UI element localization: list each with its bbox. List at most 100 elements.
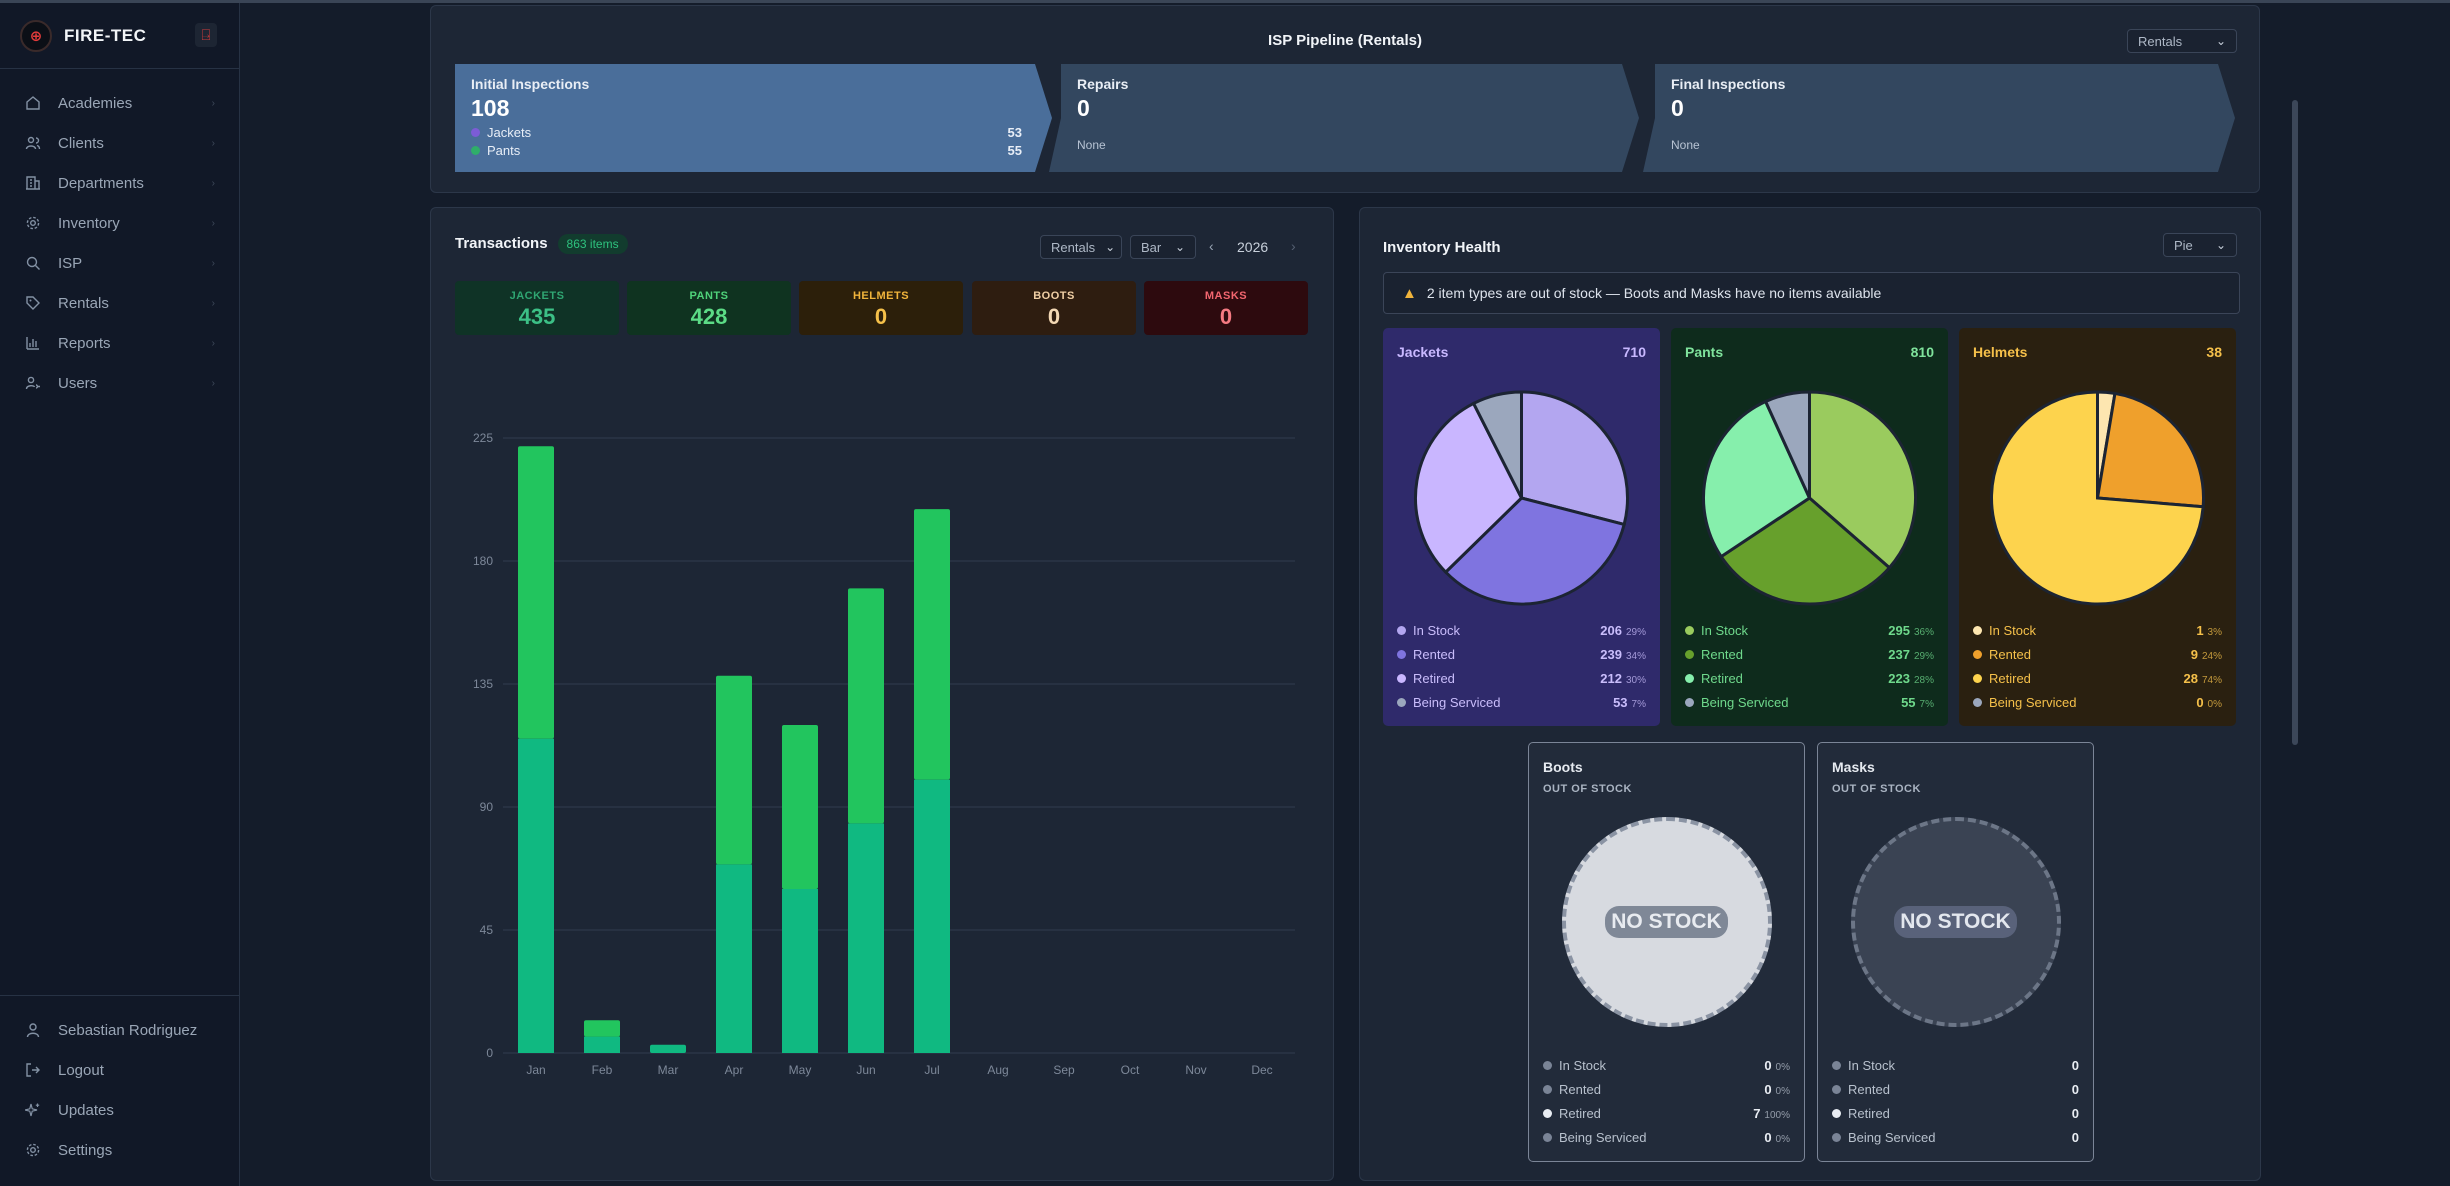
chart-type-select[interactable]: Bar ⌄	[1130, 235, 1196, 259]
bar-segment[interactable]	[584, 1020, 620, 1037]
stage-label: Repairs	[1077, 76, 1129, 92]
stat-label: HELMETS	[852, 290, 910, 302]
sidebar: ⊕ FIRE-TEC ⍈ Academies › Clients › Departmen…	[0, 3, 240, 1186]
legend-label-wrap: Rented	[1832, 1082, 1890, 1097]
card-title: Helmets	[1973, 344, 2028, 360]
bar-segment[interactable]	[650, 1044, 686, 1053]
tag-icon	[24, 294, 42, 312]
sidebar-footer-settings[interactable]: Settings	[0, 1130, 239, 1170]
legend-label-wrap: Rented	[1685, 647, 1743, 662]
legend-row: Being Serviced 0 0%	[1973, 690, 2222, 714]
sidebar-item-isp[interactable]: ISP ›	[0, 243, 239, 283]
card-legend: In Stock 0 0% Rented 0 0% Retired 7 100% Being Se…	[1543, 1053, 1790, 1149]
bar-segment[interactable]	[914, 779, 950, 1053]
transactions-panel: Transactions 863 items Rentals ⌄ Bar ⌄ ‹ 20…	[430, 207, 1334, 1181]
legend-row: In Stock 0 0%	[1543, 1053, 1790, 1077]
stage-content: Final Inspections 0 None	[1671, 76, 2205, 152]
next-year-button[interactable]: ›	[1291, 238, 1296, 254]
sidebar-item-label: Users	[58, 374, 98, 392]
pie-slice-rented[interactable]	[2095, 391, 2205, 509]
sidebar-footer-logout[interactable]: Logout	[0, 1050, 239, 1090]
legend-label-wrap: In Stock	[1397, 623, 1460, 638]
legend-value-wrap: 0 0%	[1764, 1082, 1790, 1097]
stage-arrow-shape	[1049, 64, 1639, 172]
sidebar-item-inventory[interactable]: Inventory ›	[0, 203, 239, 243]
stat-helmets: HELMETS 0	[799, 281, 963, 335]
pie-slice-in-stock[interactable]	[1808, 390, 1917, 570]
legend-value-wrap: 237 29%	[1888, 647, 1934, 662]
stage-repairs[interactable]: Repairs 0 None	[1049, 64, 1639, 172]
stage-final-inspections[interactable]: Final Inspections 0 None	[1643, 64, 2235, 172]
no-stock-label: NO STOCK	[1894, 906, 2017, 938]
bar-segment[interactable]	[518, 738, 554, 1053]
inventory-card-boots[interactable]: Boots OUT OF STOCK NO STOCK In Stock 0 0% Rent…	[1528, 742, 1805, 1162]
sidebar-item-rentals[interactable]: Rentals ›	[0, 283, 239, 323]
sidebar-footer-sebastian-rodriguez[interactable]: Sebastian Rodriguez	[0, 1010, 239, 1050]
y-tick-label: 45	[480, 923, 494, 937]
stage-row-jackets: Jackets 53	[471, 125, 1022, 140]
legend-label-wrap: In Stock	[1973, 623, 2036, 638]
legend-pct: 7%	[1919, 698, 1934, 710]
pie-slice-rented[interactable]	[1443, 496, 1626, 606]
bar-segment[interactable]	[914, 509, 950, 780]
legend-label: Being Serviced	[1989, 694, 2077, 710]
legend-label-wrap: Being Serviced	[1397, 695, 1500, 710]
sidebar-item-clients[interactable]: Clients ›	[0, 123, 239, 163]
inventory-card-helmets[interactable]: Helmets 38 In Stock 1 3% Rented 9 24% Retired 28 7…	[1959, 328, 2236, 726]
bar-segment[interactable]	[782, 889, 818, 1053]
legend-value: 55	[1901, 694, 1916, 710]
bar-segment[interactable]	[716, 864, 752, 1053]
bar-segment[interactable]	[584, 1036, 620, 1053]
legend-dot	[1397, 697, 1406, 707]
pie-slice-rented[interactable]	[1719, 496, 1892, 606]
inventory-card-jackets[interactable]: Jackets 710 In Stock 206 29% Rented 239 34% Reti…	[1383, 328, 1660, 726]
card-legend: In Stock 206 29% Rented 239 34% Retired 212 30% B…	[1397, 618, 1646, 714]
legend-dot	[1543, 1060, 1552, 1070]
pie-slice-being-serviced[interactable]	[1763, 390, 1811, 499]
transactions-filter-select[interactable]: Rentals ⌄	[1040, 235, 1122, 259]
chevron-down-icon: ⌄	[2215, 34, 2226, 48]
sidebar-item-users[interactable]: Users ›	[0, 363, 239, 403]
legend-label-wrap: Rented	[1397, 647, 1455, 662]
legend-value-wrap: 7 100%	[1753, 1106, 1790, 1121]
bar-chart-icon	[24, 334, 42, 352]
stat-label: MASKS	[1204, 290, 1248, 302]
legend-row: In Stock 1 3%	[1973, 618, 2222, 642]
alert-text: 2 item types are out of stock — Boots an…	[1426, 285, 1882, 301]
legend-value-wrap: 9 24%	[2191, 647, 2222, 662]
legend-pct: 74%	[2201, 674, 2222, 686]
legend-label-wrap: Rented	[1543, 1082, 1601, 1097]
stage-count: 0	[1671, 95, 1684, 121]
sidebar-footer-updates[interactable]: Updates	[0, 1090, 239, 1130]
sidebar-item-label: Academies	[58, 94, 133, 112]
y-tick-label: 0	[486, 1046, 493, 1060]
stage-initial-inspections[interactable]: Initial Inspections 108 Jackets 53 Pants 5…	[455, 64, 1052, 172]
pie-slice-being-serviced[interactable]	[1471, 390, 1523, 499]
bar-segment[interactable]	[716, 675, 752, 865]
pipeline-filter-select[interactable]: Rentals ⌄	[2127, 29, 2237, 53]
pie-slice-retired[interactable]	[1990, 390, 2205, 606]
stage-count: 0	[1077, 95, 1090, 121]
inventory-view-select[interactable]: Pie ⌄	[2163, 233, 2237, 257]
pie-slice-in-stock[interactable]	[1520, 390, 1629, 527]
bar-segment[interactable]	[518, 446, 554, 739]
sidebar-item-departments[interactable]: Departments ›	[0, 163, 239, 203]
stat-value: 435	[518, 304, 556, 329]
y-tick-label: 135	[473, 677, 493, 691]
bar-segment[interactable]	[848, 823, 884, 1053]
chevron-right-icon: ›	[211, 257, 215, 269]
stat-label: BOOTS	[1033, 290, 1075, 302]
sidebar-item-reports[interactable]: Reports ›	[0, 323, 239, 363]
inventory-card-pants[interactable]: Pants 810 In Stock 295 36% Rented 237 29% Retire…	[1671, 328, 1948, 726]
legend-value-wrap: 28 74%	[2184, 671, 2222, 686]
legend-row: Being Serviced 0	[1832, 1125, 2079, 1149]
bar-segment[interactable]	[848, 588, 884, 824]
page-scrollbar[interactable]	[2292, 100, 2298, 745]
inventory-card-masks[interactable]: Masks OUT OF STOCK NO STOCK In Stock 0 Rented…	[1817, 742, 2094, 1162]
bar-segment[interactable]	[782, 725, 818, 889]
prev-year-button[interactable]: ‹	[1209, 238, 1214, 254]
collapse-sidebar-icon[interactable]: ⍈	[195, 23, 217, 47]
row-value: 55	[1007, 143, 1022, 158]
pie-slice-retired[interactable]	[1414, 401, 1524, 575]
sidebar-item-academies[interactable]: Academies ›	[0, 83, 239, 123]
